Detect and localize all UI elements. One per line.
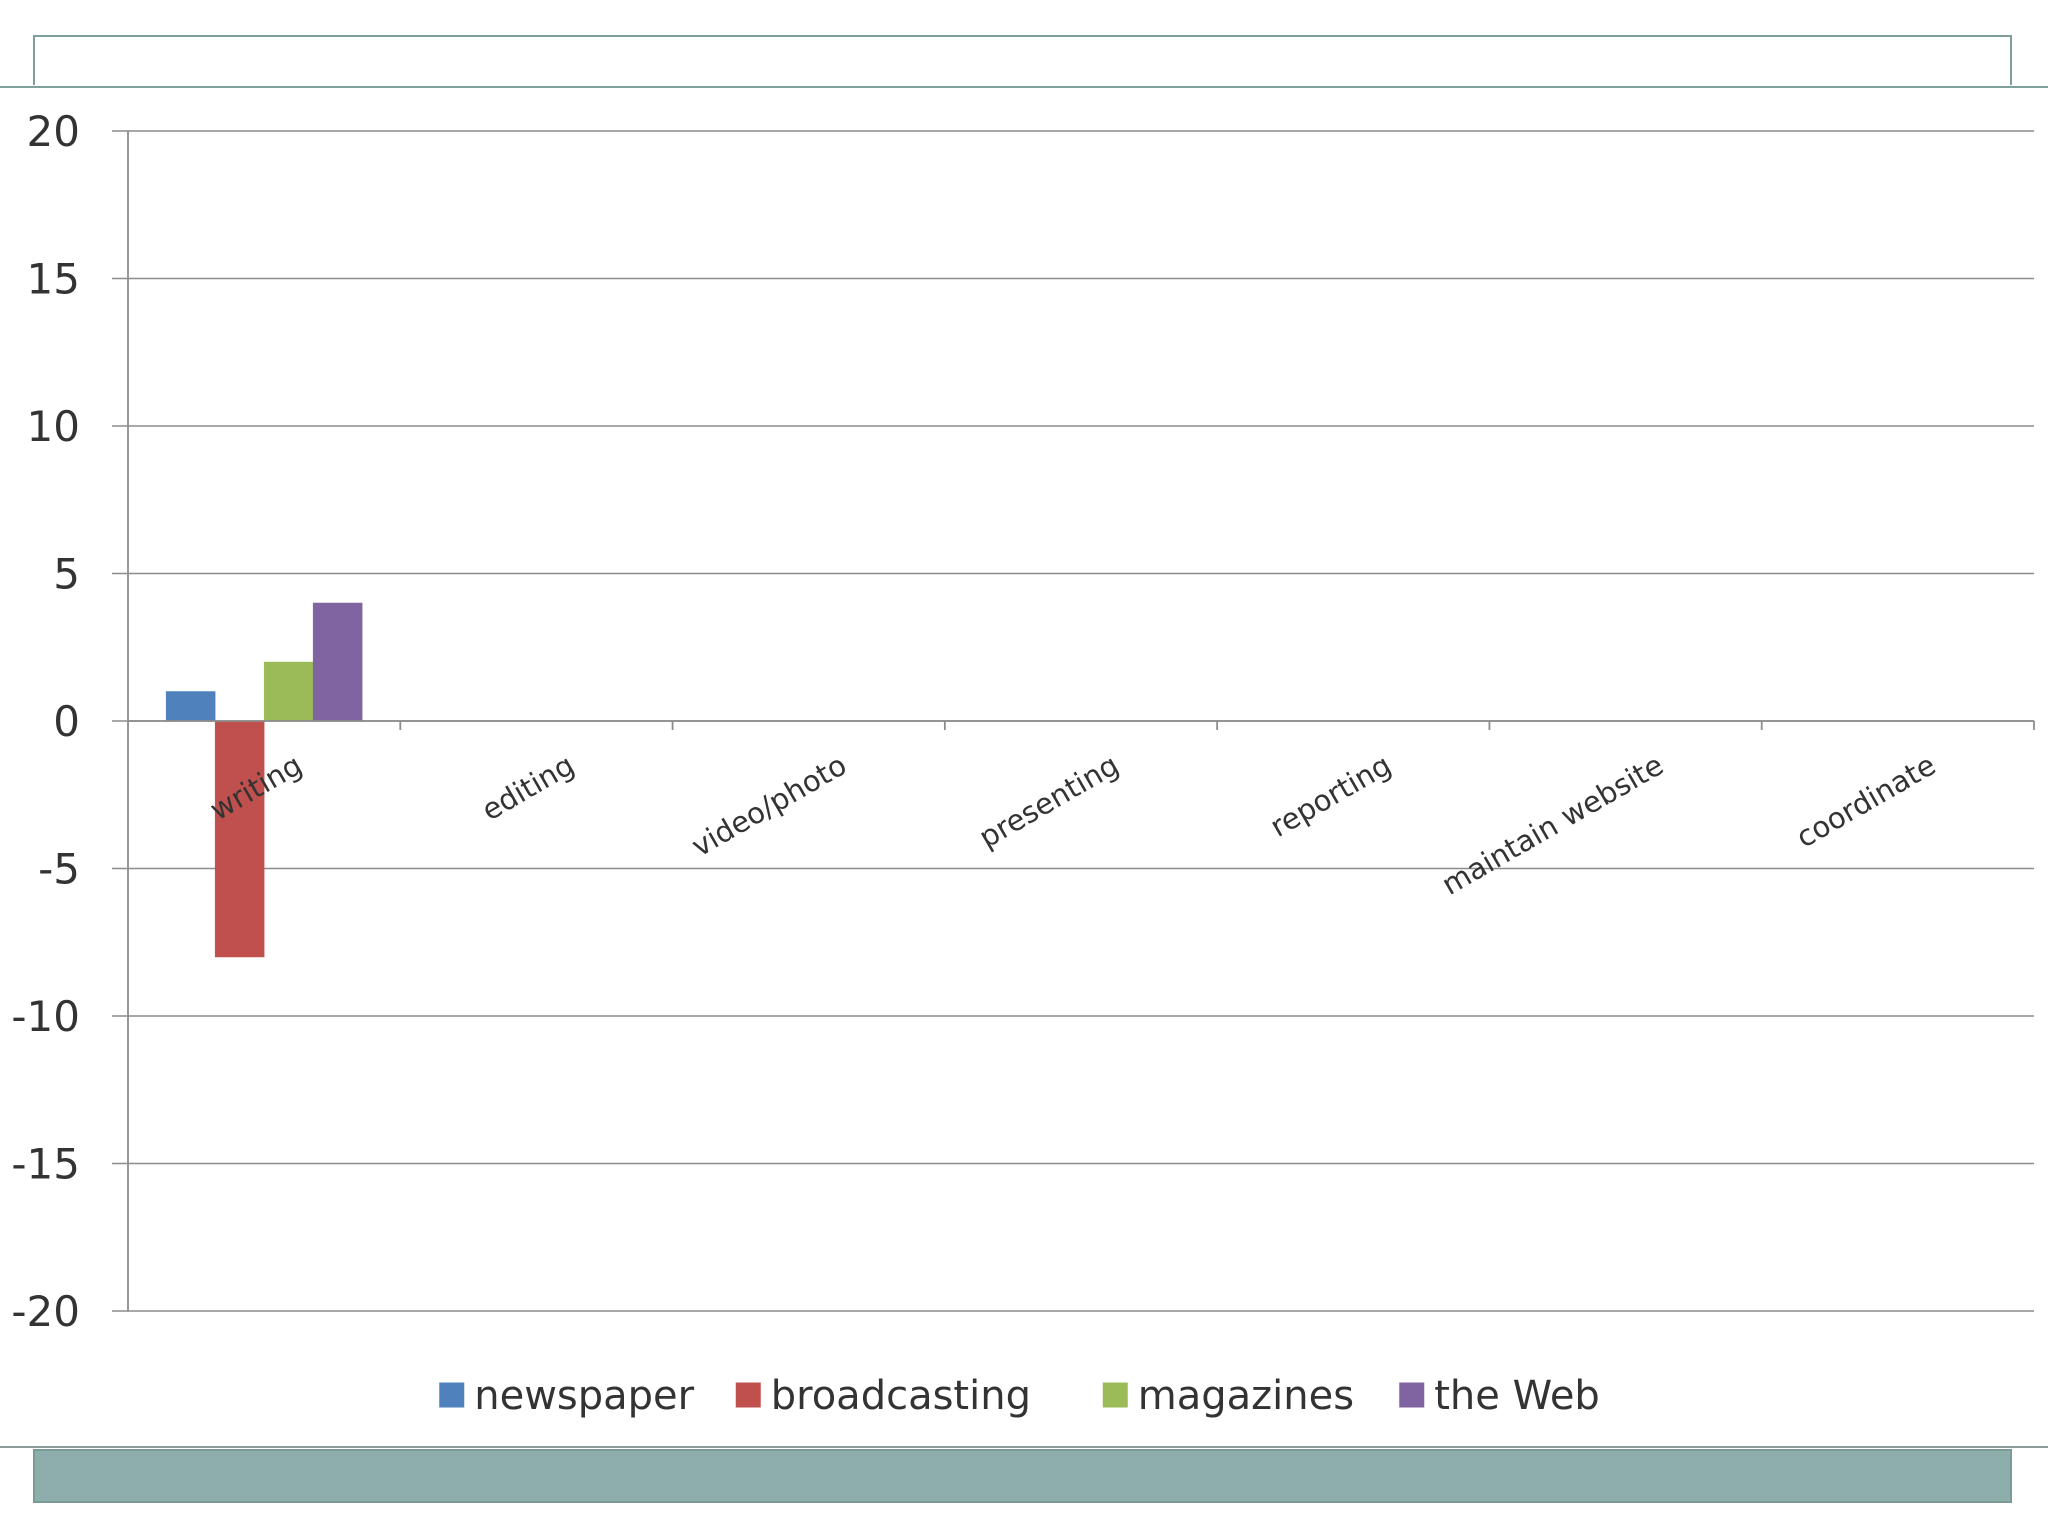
- x-axis-category-labels: writing editing video/photo presenting repor…: [204, 748, 1941, 902]
- y-tick-label: 0: [53, 697, 80, 746]
- bars: [165, 602, 363, 958]
- legend-label: the Web: [1434, 1373, 1600, 1419]
- y-tick-label: 10: [27, 402, 80, 451]
- legend-swatch: [1102, 1382, 1128, 1408]
- y-tick-label: -5: [38, 845, 80, 894]
- legend-swatch: [1399, 1382, 1425, 1408]
- bar-broadcasting-writing: [214, 720, 265, 958]
- x-category-label: presenting: [973, 748, 1124, 855]
- legend-label: newspaper: [474, 1373, 694, 1419]
- legend-swatch: [439, 1382, 465, 1408]
- bar-magazines-writing: [263, 661, 314, 722]
- y-tick-label: 15: [27, 255, 80, 304]
- title-placeholder-frame: [33, 35, 2012, 85]
- y-tick-label: -10: [11, 992, 80, 1041]
- y-tick-label: 5: [53, 550, 80, 599]
- legend: newspaper broadcasting magazines the Web: [439, 1373, 1600, 1419]
- y-axis-tick-labels: 20 15 10 5 0 -5 -10 -15 -20: [11, 107, 80, 1336]
- y-tick-label: -20: [11, 1287, 80, 1336]
- legend-label: magazines: [1138, 1373, 1354, 1419]
- x-category-label: video/photo: [686, 748, 853, 864]
- legend-label: broadcasting: [771, 1373, 1031, 1419]
- y-tick-label: 20: [27, 107, 80, 156]
- x-category-label: editing: [476, 748, 580, 828]
- footer-band: [33, 1449, 2012, 1503]
- bar-newspaper-writing: [165, 691, 216, 722]
- y-tick-label: -15: [11, 1140, 80, 1189]
- axes: [127, 131, 2035, 1311]
- header-divider: [0, 86, 2048, 88]
- x-category-label: maintain website: [1436, 748, 1669, 902]
- footer-divider: [0, 1446, 2048, 1448]
- x-category-label: reporting: [1264, 748, 1397, 844]
- legend-swatch: [735, 1382, 761, 1408]
- bar-the-web-writing: [312, 602, 363, 722]
- x-category-label: coordinate: [1790, 748, 1941, 855]
